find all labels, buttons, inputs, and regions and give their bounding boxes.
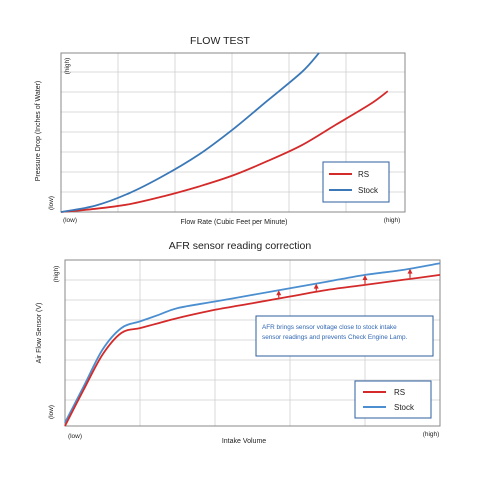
flow-test-plot-frame xyxy=(60,52,406,213)
flow-test-title: FLOW TEST xyxy=(190,35,250,47)
flow-test-x-tick-low: (low) xyxy=(63,217,77,224)
correction-arrow-3 xyxy=(407,268,413,278)
afr-annotation-line-2: sensor readings and prevents Check Engin… xyxy=(262,334,408,341)
afr-y-axis-label: Air Flow Sensor (V) xyxy=(36,303,43,364)
flow-test-legend-stock-label: Stock xyxy=(358,186,379,195)
correction-arrow-0 xyxy=(276,290,282,298)
afr-title: AFR sensor reading correction xyxy=(169,240,312,252)
flow-test-legend: RS Stock xyxy=(322,161,390,203)
flow-test-y-axis-label: Pressure Drop (Inches of Water) xyxy=(35,81,42,182)
afr-x-axis-label: Intake Volume xyxy=(222,438,266,445)
flow-test-series-rs-line xyxy=(60,90,389,213)
afr-legend-rs-label: RS xyxy=(394,388,405,397)
flow-test-series-stock-line xyxy=(60,52,320,213)
afr-plot-frame xyxy=(64,259,441,427)
flow-test-x-axis-label: Flow Rate (Cubic Feet per Minute) xyxy=(181,219,288,226)
flow-test-y-tick-low: (low) xyxy=(48,196,55,210)
afr-legend-stock-label: Stock xyxy=(394,403,415,412)
afr-annotation: AFR brings sensor voltage close to stock… xyxy=(255,315,434,357)
afr-correction-arrows xyxy=(276,268,413,298)
correction-arrow-1 xyxy=(313,283,319,291)
afr-legend: RS Stock xyxy=(354,380,432,419)
afr-y-tick-high: (high) xyxy=(53,266,60,283)
afr-x-tick-high: (high) xyxy=(423,431,440,438)
flow-test-legend-box xyxy=(322,161,390,203)
afr-annotation-box xyxy=(255,315,434,357)
correction-arrow-2 xyxy=(362,274,368,284)
flow-test-legend-rs-label: RS xyxy=(358,170,369,179)
afr-chart: AFR sensor reading correction (high) (lo… xyxy=(36,240,441,445)
flow-test-x-tick-high: (high) xyxy=(384,217,401,224)
afr-annotation-line-1: AFR brings sensor voltage close to stock… xyxy=(262,324,397,331)
flow-test-grid xyxy=(61,53,405,212)
afr-y-tick-low: (low) xyxy=(48,405,55,419)
afr-legend-box xyxy=(354,380,432,419)
afr-x-tick-low: (low) xyxy=(68,433,82,440)
afr-series-rs-line xyxy=(64,274,441,427)
flow-test-chart: FLOW TEST (high) (low) (low) (high) Flow… xyxy=(35,35,406,226)
afr-series-stock-line xyxy=(64,262,441,424)
flow-test-y-tick-high: (high) xyxy=(64,58,71,75)
afr-annotation-text: AFR brings sensor voltage close to stock… xyxy=(262,324,408,341)
